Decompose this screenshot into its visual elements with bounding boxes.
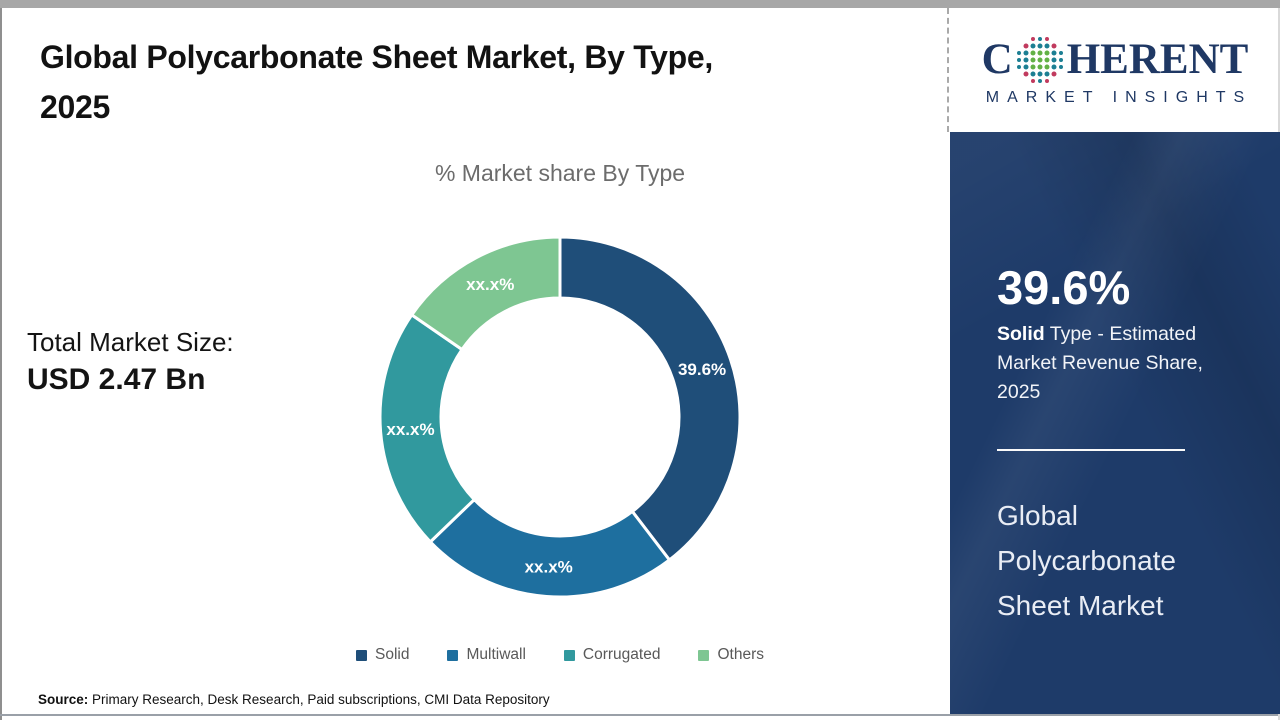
globe-dot [1030,71,1036,76]
legend-label-solid: Solid [375,646,410,663]
highlight-description: Solid Type - Estimated Market Revenue Sh… [997,320,1229,407]
globe-dot [1037,36,1042,41]
globe-dot [1051,43,1057,48]
chart-legend: Solid Multiwall Corrugated Others [160,646,960,664]
source-note: Source: Primary Research, Desk Research,… [38,692,550,707]
globe-dot [1044,64,1050,69]
legend-label-corrugated: Corrugated [582,646,661,663]
globe-dot [1044,50,1050,55]
legend-item-multiwall: Multiwall [447,646,526,664]
legend-label-multiwall: Multiwall [466,646,526,663]
globe-dot [1051,50,1057,55]
globe-dot [1058,64,1063,69]
globe-dot [1037,57,1043,62]
globe-dot [1023,43,1029,48]
dashed-divider [947,8,949,132]
globe-dot [1051,57,1057,62]
globe-dot [1030,36,1035,41]
globe-dot [1037,71,1043,76]
sidebar-divider [997,449,1185,451]
highlight-sidebar: 39.6% Solid Type - Estimated Market Reve… [950,132,1280,714]
globe-dot [1037,64,1043,69]
source-label: Source: [38,692,89,707]
legend-item-corrugated: Corrugated [563,646,661,664]
brand-wordmark: C HERENT [981,34,1249,86]
left-border [0,8,2,720]
globe-dot [1037,50,1043,55]
globe-dot [1051,71,1057,76]
globe-dot [1044,78,1049,83]
chart-title: % Market share By Type [434,160,686,186]
coherent-globe-icon [1016,36,1063,83]
globe-dot [1023,50,1029,55]
globe-dot [1037,43,1043,48]
total-market-size-label: Total Market Size: [27,327,234,357]
globe-dot [1037,78,1042,83]
legend-marker-solid [356,649,368,661]
globe-dot [1058,50,1063,55]
globe-dot [1016,57,1021,62]
legend-marker-others [698,649,710,661]
legend-label-others: Others [717,646,764,663]
globe-dot [1023,57,1029,62]
segment-label-corrugated: xx.x% [386,420,434,439]
globe-dot [1051,64,1057,69]
legend-item-others: Others [698,646,764,664]
bottom-border [0,714,1280,716]
source-text: Primary Research, Desk Research, Paid su… [88,692,550,707]
brand-letter-c: C [981,36,1013,83]
segment-label-multiwall: xx.x% [525,558,573,577]
globe-dot [1030,78,1035,83]
globe-dot [1016,64,1021,69]
legend-item-solid: Solid [356,646,409,664]
globe-dot [1023,64,1029,69]
globe-dot [1058,57,1063,62]
brand-logo: C HERENT MARKET INSIGHTS [952,8,1278,132]
sidebar-market-name: Global Polycarbonate Sheet Market [997,500,1177,621]
globe-dot [1016,50,1021,55]
donut-segment-multiwall [428,497,672,599]
highlight-description-rest: Type - Estimated Market Revenue Share, 2… [997,323,1203,403]
globe-dot [1044,43,1050,48]
globe-dot [1044,57,1050,62]
globe-dot [1044,71,1050,76]
brand-tagline: MARKET INSIGHTS [985,88,1253,106]
legend-marker-corrugated [563,649,575,661]
brand-letters-rest: HERENT [1066,36,1249,83]
segment-label-others: xx.x% [466,275,514,294]
highlight-value: 39.6% [997,261,1131,314]
page-title-line1: Global Polycarbonate Sheet Market, By Ty… [40,39,713,75]
globe-dot [1030,43,1036,48]
donut-chart: 39.6% xx.x% xx.x% xx.x% [378,235,742,599]
page-title: Global Polycarbonate Sheet Market, By Ty… [40,32,920,132]
donut-segment-others [409,235,562,352]
globe-dot [1030,50,1036,55]
highlight-description-bold: Solid [997,323,1045,345]
donut-segment-corrugated [378,312,477,544]
top-border-band [0,0,1280,8]
globe-dot [1030,64,1036,69]
segment-label-solid: 39.6% [678,360,726,379]
globe-dot [1023,71,1029,76]
page-title-line2: 2025 [40,89,110,125]
globe-dot [1044,36,1049,41]
total-market-size-value: USD 2.47 Bn [27,363,206,396]
legend-marker-multiwall [447,649,459,661]
globe-dot [1030,57,1036,62]
donut-segment-solid [558,235,742,563]
total-market-size: Total Market Size: USD 2.47 Bn [27,324,234,400]
